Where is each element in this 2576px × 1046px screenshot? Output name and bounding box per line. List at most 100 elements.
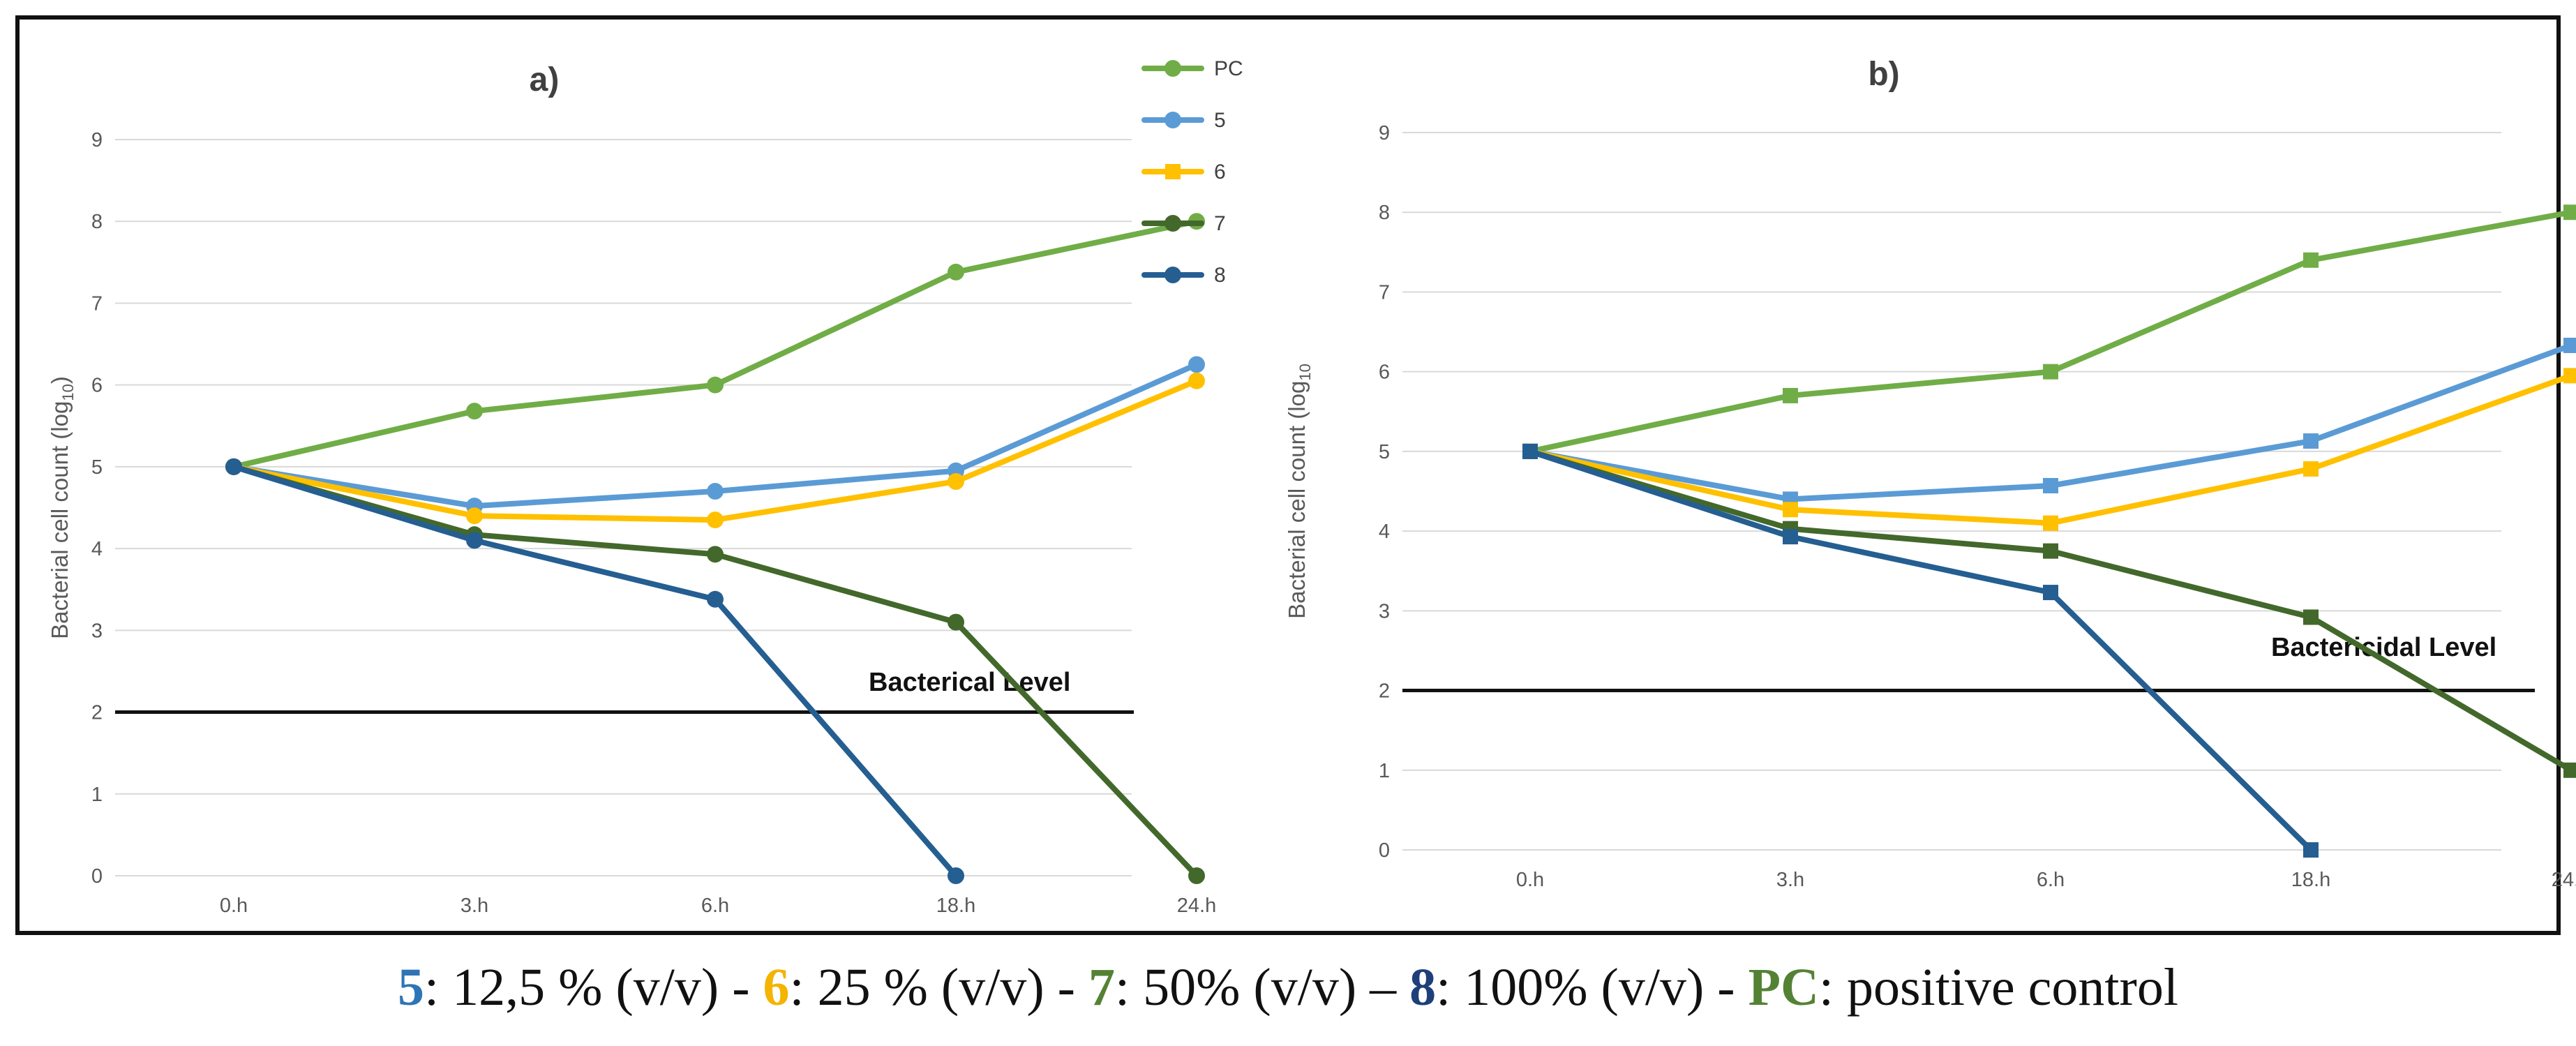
x-tick-label: 0.h — [220, 895, 248, 917]
data-point — [948, 472, 964, 490]
y-tick-label: 9 — [1379, 122, 1390, 144]
data-point — [2563, 204, 2576, 221]
y-tick-label: 1 — [1379, 760, 1390, 782]
chart-title: b) — [1868, 56, 1899, 93]
data-point — [1188, 867, 1205, 884]
data-point — [2563, 337, 2576, 353]
legend: PC 5 6 7 8 — [1141, 57, 1243, 287]
x-tick-label: 18.h — [936, 895, 975, 917]
y-tick-label: 5 — [91, 456, 103, 479]
y-tick-label: 3 — [91, 620, 103, 642]
legend-item-pc: PC — [1141, 57, 1243, 80]
chart-title: a) — [530, 61, 560, 98]
caption-key-8: 8 — [1409, 958, 1437, 1017]
data-point — [466, 403, 483, 420]
x-tick-label: 6.h — [701, 895, 729, 917]
y-tick-label: 7 — [1379, 281, 1390, 304]
y-axis-label: Bacterial cell count (log10) — [47, 376, 77, 639]
data-point — [2303, 842, 2319, 858]
y-tick-label: 4 — [91, 538, 103, 560]
data-point — [948, 613, 964, 631]
data-point — [2303, 433, 2319, 449]
legend-item-6: 6 — [1141, 160, 1226, 184]
data-point — [1783, 387, 1798, 403]
caption-key-5: 5 — [398, 958, 425, 1017]
data-point — [2303, 609, 2319, 625]
data-point — [1783, 502, 1798, 518]
data-point — [707, 511, 724, 529]
caption-text-8: : 100% (v/v) - — [1436, 958, 1748, 1017]
legend-swatch-marker — [1165, 112, 1181, 128]
data-point — [2043, 478, 2058, 494]
data-point — [707, 546, 724, 563]
series-line-8 — [1527, 448, 2314, 853]
series-8 — [225, 458, 964, 884]
y-tick-label: 8 — [91, 211, 103, 233]
data-point — [1522, 443, 1538, 459]
caption-key-pc: PC — [1748, 958, 1819, 1017]
y-tick-label: 9 — [91, 129, 103, 151]
legend-swatch-marker — [1165, 215, 1181, 232]
caption-text-5: : 12,5 % (v/v) - — [424, 958, 763, 1017]
data-point — [948, 867, 964, 884]
data-point — [948, 263, 964, 281]
caption-text-7: : 50% (v/v) – — [1114, 958, 1410, 1017]
y-tick-label: 2 — [1379, 680, 1390, 703]
y-tick-label: 3 — [1379, 600, 1390, 622]
data-point — [466, 532, 483, 549]
y-axis-label: Bacterial cell count (log10 — [1284, 364, 1314, 619]
legend-label: 6 — [1214, 160, 1226, 184]
data-point — [2563, 762, 2576, 778]
x-tick-label: 6.h — [2037, 869, 2065, 891]
x-tick-label: 24.h — [1177, 895, 1216, 917]
data-point — [2563, 368, 2576, 384]
x-tick-label: 24.h — [2552, 869, 2576, 891]
data-point — [2043, 585, 2058, 601]
y-tick-label: 6 — [1379, 361, 1390, 384]
data-point — [1783, 529, 1798, 545]
series-line-8 — [231, 463, 959, 879]
y-tick-label: 2 — [91, 702, 103, 724]
chart-panel-b: 0 1 2 3 4 5 6 7 8 9 0.h 3.h 6.h 18.h 24.h b) Bacterial c… — [1284, 56, 2576, 891]
y-tick-label: 5 — [1379, 441, 1390, 463]
caption-key-6: 6 — [763, 958, 790, 1017]
legend-label: PC — [1214, 57, 1243, 80]
data-point — [2043, 364, 2058, 380]
data-point — [2303, 461, 2319, 477]
legend-label: 8 — [1214, 264, 1226, 287]
data-point — [2043, 515, 2058, 531]
caption-key-7: 7 — [1088, 958, 1115, 1017]
caption-text-6: : 25 % (v/v) - — [789, 958, 1088, 1017]
legend-item-7: 7 — [1141, 212, 1226, 235]
legend-label: 7 — [1214, 212, 1226, 235]
x-tick-label: 18.h — [2291, 869, 2330, 891]
x-tick-label: 3.h — [1776, 869, 1804, 891]
data-point — [1188, 356, 1205, 373]
x-tick-label: 3.h — [460, 895, 488, 917]
y-tick-label: 4 — [1379, 521, 1390, 543]
legend-label: 5 — [1214, 109, 1226, 132]
legend-swatch-marker — [1165, 164, 1181, 179]
data-point — [466, 507, 483, 525]
series-8 — [1522, 443, 2319, 858]
legend-item-8: 8 — [1141, 264, 1226, 287]
reference-line-label: Bacterical Level — [869, 668, 1070, 697]
y-tick-label: 6 — [91, 375, 103, 397]
y-tick-label: 0 — [91, 865, 103, 888]
data-point — [707, 376, 724, 394]
y-tick-label: 8 — [1379, 202, 1390, 224]
data-point — [225, 458, 242, 475]
figure-caption: 5: 12,5 % (v/v) - 6: 25 % (v/v) - 7: 50%… — [0, 957, 2576, 1018]
series-line-pc — [1527, 209, 2574, 454]
legend-item-5: 5 — [1141, 109, 1226, 132]
data-point — [707, 590, 724, 608]
y-tick-label: 1 — [91, 784, 103, 806]
legend-swatch-marker — [1165, 267, 1181, 283]
data-point — [707, 483, 724, 500]
caption-text-pc: : positive control — [1818, 958, 2178, 1017]
series-5 — [1522, 337, 2576, 507]
chart-panel-a: 0 1 2 3 4 5 6 7 8 9 0.h 3.h 6.h 18.h 24.h a) Bacterial c… — [47, 61, 1216, 917]
figure-frame — [15, 15, 2561, 935]
series-pc — [1522, 204, 2576, 459]
